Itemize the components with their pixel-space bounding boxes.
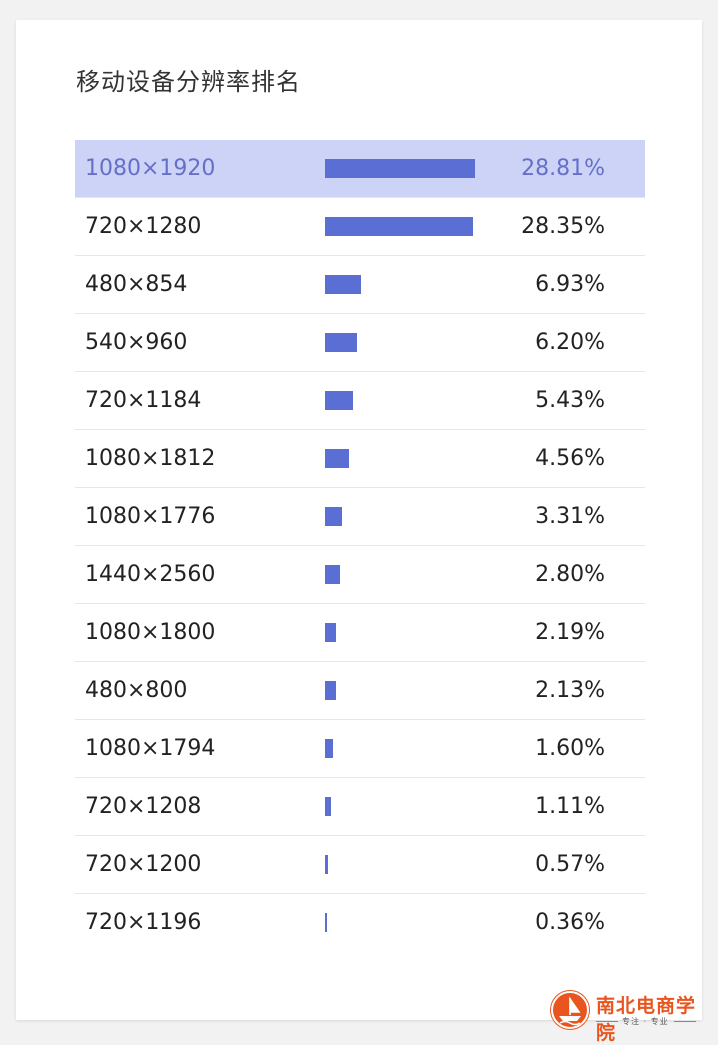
list-item[interactable]: 480×854 6.93% (75, 256, 645, 314)
resolution-label: 1080×1794 (85, 736, 216, 761)
resolution-label: 720×1184 (85, 388, 202, 413)
share-bar (325, 681, 337, 700)
percent-value: 0.36% (535, 910, 605, 935)
percent-value: 6.93% (535, 272, 605, 297)
list-item[interactable]: 480×800 2.13% (75, 662, 645, 720)
percent-value: 3.31% (535, 504, 605, 529)
resolution-label: 480×854 (85, 272, 188, 297)
page-title: 移动设备分辨率排名 (76, 68, 301, 96)
share-bar (325, 391, 354, 410)
resolution-label: 720×1200 (85, 852, 202, 877)
resolution-label: 1440×2560 (85, 562, 216, 587)
share-bar-track (325, 275, 485, 294)
list-item[interactable]: 720×1200 0.57% (75, 836, 645, 894)
list-item[interactable]: 1440×2560 2.80% (75, 546, 645, 604)
list-item[interactable]: 1080×1920 28.81% (75, 140, 645, 198)
share-bar (325, 623, 337, 642)
percent-value: 6.20% (535, 330, 605, 355)
share-bar-track (325, 507, 485, 526)
list-item[interactable]: 1080×1812 4.56% (75, 430, 645, 488)
list-item[interactable]: 720×1184 5.43% (75, 372, 645, 430)
list-item[interactable]: 540×960 6.20% (75, 314, 645, 372)
share-bar-track (325, 333, 485, 352)
share-bar (325, 159, 475, 178)
resolution-label: 720×1280 (85, 214, 202, 239)
share-bar-track (325, 913, 485, 932)
brand-tagline: 专注 · 专业 (622, 1017, 669, 1026)
share-bar-track (325, 159, 485, 178)
list-item[interactable]: 720×1196 0.36% (75, 894, 645, 951)
resolution-label: 1080×1776 (85, 504, 216, 529)
share-bar-track (325, 739, 485, 758)
resolution-label: 480×800 (85, 678, 188, 703)
resolution-label: 1080×1800 (85, 620, 216, 645)
share-bar (325, 507, 343, 526)
share-bar (325, 565, 340, 584)
percent-value: 1.60% (535, 736, 605, 761)
share-bar-track (325, 797, 485, 816)
divider (674, 1021, 696, 1022)
list-item[interactable]: 1080×1794 1.60% (75, 720, 645, 778)
resolution-label: 1080×1920 (85, 156, 216, 181)
resolution-label: 540×960 (85, 330, 188, 355)
resolution-label: 1080×1812 (85, 446, 216, 471)
share-bar-track (325, 391, 485, 410)
share-bar (325, 449, 349, 468)
list-item[interactable]: 1080×1776 3.31% (75, 488, 645, 546)
list-item[interactable]: 1080×1800 2.19% (75, 604, 645, 662)
share-bar-track (325, 565, 485, 584)
ranking-list: 1080×1920 28.81% 720×1280 28.35% 480×854… (75, 140, 645, 951)
share-bar-track (325, 855, 485, 874)
brand-watermark: 南北电商学院 专注 · 专业 (550, 990, 710, 1044)
ranking-card: 移动设备分辨率排名 1080×1920 28.81% 720×1280 28.3… (16, 20, 702, 1020)
percent-value: 1.11% (535, 794, 605, 819)
percent-value: 2.80% (535, 562, 605, 587)
share-bar-track (325, 217, 485, 236)
resolution-label: 720×1208 (85, 794, 202, 819)
boat-seal-icon (550, 990, 590, 1030)
share-bar (325, 333, 358, 352)
resolution-label: 720×1196 (85, 910, 202, 935)
percent-value: 5.43% (535, 388, 605, 413)
share-bar (325, 217, 473, 236)
share-bar (325, 797, 331, 816)
percent-value: 28.35% (521, 214, 605, 239)
percent-value: 28.81% (521, 156, 605, 181)
list-item[interactable]: 720×1280 28.35% (75, 198, 645, 256)
share-bar (325, 855, 328, 874)
percent-value: 2.19% (535, 620, 605, 645)
share-bar-track (325, 681, 485, 700)
share-bar (325, 739, 334, 758)
share-bar (325, 913, 327, 932)
share-bar (325, 275, 362, 294)
percent-value: 4.56% (535, 446, 605, 471)
share-bar-track (325, 623, 485, 642)
list-item[interactable]: 720×1208 1.11% (75, 778, 645, 836)
percent-value: 0.57% (535, 852, 605, 877)
percent-value: 2.13% (535, 678, 605, 703)
share-bar-track (325, 449, 485, 468)
divider (596, 1021, 618, 1022)
